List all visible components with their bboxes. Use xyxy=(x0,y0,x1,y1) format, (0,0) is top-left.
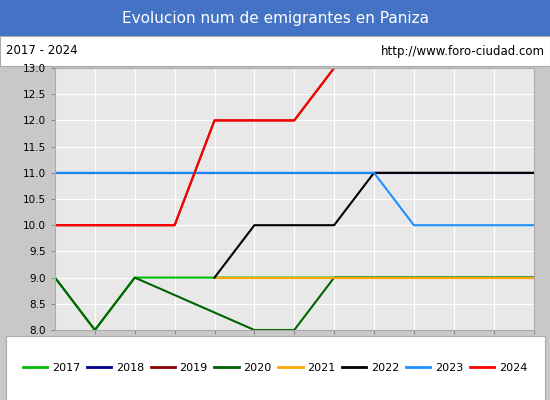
Text: 2017 - 2024: 2017 - 2024 xyxy=(6,44,77,58)
Text: Evolucion num de emigrantes en Paniza: Evolucion num de emigrantes en Paniza xyxy=(122,10,428,26)
Text: http://www.foro-ciudad.com: http://www.foro-ciudad.com xyxy=(381,44,544,58)
Legend: 2017, 2018, 2019, 2020, 2021, 2022, 2023, 2024: 2017, 2018, 2019, 2020, 2021, 2022, 2023… xyxy=(19,358,531,378)
